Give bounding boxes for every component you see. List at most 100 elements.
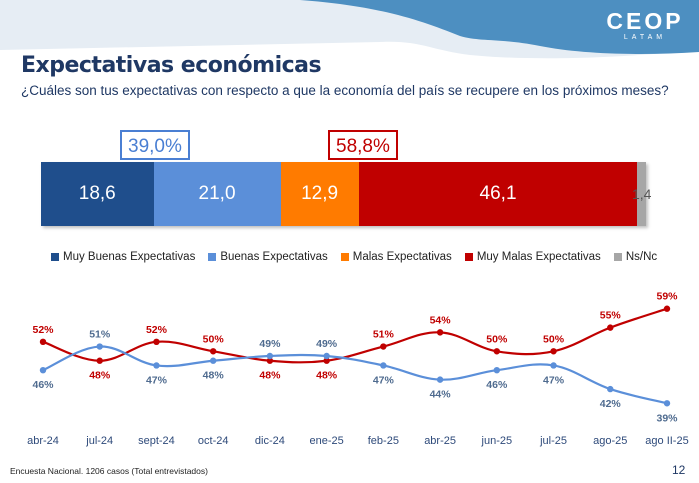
legend-label: Buenas Expectativas xyxy=(220,251,328,263)
x-tick-label: jul-25 xyxy=(539,435,567,447)
x-tick-label: abr-25 xyxy=(424,435,456,447)
footnote: Encuesta Nacional. 1206 casos (Total ent… xyxy=(10,466,208,476)
stacked-bar: 18,6 21,0 12,9 46,1 1,4 xyxy=(41,162,651,226)
series-point xyxy=(39,366,47,374)
series-point xyxy=(607,324,614,331)
data-label: 42% xyxy=(600,398,622,410)
legend-item-muy-buenas: Muy Buenas Expectativas xyxy=(51,251,195,263)
data-label: 51% xyxy=(89,329,111,341)
x-tick-label: dic-24 xyxy=(255,435,285,447)
data-label: 50% xyxy=(203,333,225,345)
legend-item-buenas: Buenas Expectativas xyxy=(208,251,328,263)
legend-swatch xyxy=(464,253,473,261)
bar-value-label: 46,1 xyxy=(479,183,517,204)
total-bad-expectations-box: 58,8% xyxy=(328,130,398,160)
x-tick-label: oct-24 xyxy=(198,435,229,447)
series-point xyxy=(153,338,160,346)
legend-swatch xyxy=(208,253,217,261)
series-line-good xyxy=(42,345,668,405)
total-good-expectations-box: 39,0% xyxy=(120,130,190,160)
series-point xyxy=(96,357,103,364)
series-point xyxy=(323,352,330,360)
data-label: 59% xyxy=(656,291,678,303)
page-subtitle: ¿Cuáles son tus expectativas con respect… xyxy=(21,83,669,98)
series-point xyxy=(380,362,387,369)
series-point xyxy=(663,400,671,407)
series-point xyxy=(266,352,274,360)
data-label: 50% xyxy=(486,333,508,345)
bar-value-label: 21,0 xyxy=(198,183,236,204)
data-label: 48% xyxy=(316,370,338,382)
data-label: 47% xyxy=(146,374,168,386)
logo-sub-text: LATAM xyxy=(623,34,667,41)
data-label: 55% xyxy=(600,310,622,322)
series-point xyxy=(380,343,387,350)
series-point xyxy=(39,338,47,346)
data-label: 49% xyxy=(259,338,281,350)
data-label: 50% xyxy=(543,333,565,345)
page-title: Expectativas económicas xyxy=(21,53,322,78)
x-tick-label: jun-25 xyxy=(481,435,513,447)
legend-swatch xyxy=(340,253,349,261)
legend-swatch xyxy=(51,253,59,261)
bar-value-label: 1,4 xyxy=(631,186,652,202)
legend-item-muy-malas: Muy Malas Expectativas xyxy=(464,251,601,263)
series-point xyxy=(323,357,330,364)
bar-segment-malas: 12,9 xyxy=(280,162,359,226)
series-point xyxy=(493,348,501,355)
header-banner xyxy=(0,0,699,59)
legend-label: Muy Malas Expectativas xyxy=(476,251,601,263)
x-tick-label: abr-24 xyxy=(27,435,59,447)
bar-segment-buenas: 21,0 xyxy=(153,162,281,226)
data-label: 46% xyxy=(32,379,54,391)
bar-value-label: 12,9 xyxy=(301,183,339,204)
data-label: 39% xyxy=(656,412,678,424)
data-label: 52% xyxy=(146,324,168,336)
legend: Muy Buenas Expectativas Buenas Expectativ… xyxy=(51,251,670,263)
line-chart: 52% 48% 52% 50% 48% 48% 51% 54% 50% 50% 55% 59% 46% 5… xyxy=(27,291,689,447)
series-point xyxy=(153,362,160,369)
series-point xyxy=(607,385,614,393)
data-label: 54% xyxy=(430,314,452,326)
legend-item-malas: Malas Expectativas xyxy=(340,251,452,263)
series-line-bad xyxy=(42,307,668,364)
series-point xyxy=(550,362,557,369)
series-point xyxy=(493,366,501,374)
data-label: 52% xyxy=(32,324,54,336)
bar-segment-muy-buenas: 18,6 xyxy=(41,162,154,226)
series-point xyxy=(96,343,103,350)
page-number: 12 xyxy=(672,463,686,477)
legend-label: Malas Expectativas xyxy=(352,251,452,263)
data-label: 47% xyxy=(543,374,565,386)
bar-value-label: 18,6 xyxy=(78,183,116,204)
series-point xyxy=(209,357,217,364)
data-label: 47% xyxy=(373,374,395,386)
data-label: 44% xyxy=(430,389,452,401)
series-point xyxy=(436,329,444,336)
x-tick-label: sept-24 xyxy=(138,435,175,447)
series-point xyxy=(436,376,444,383)
series-point xyxy=(663,305,671,312)
data-label: 48% xyxy=(89,370,111,382)
legend-swatch xyxy=(613,253,622,261)
data-label: 48% xyxy=(203,370,225,382)
x-tick-label: ago II-25 xyxy=(645,435,688,447)
bar-segment-nsnc: 1,4 xyxy=(632,162,651,226)
ceop-logo: CEOP LATAM xyxy=(600,9,690,42)
x-tick-label: feb-25 xyxy=(368,435,399,447)
x-tick-label: ago-25 xyxy=(593,435,627,447)
legend-item-nsnc: Ns/Nc xyxy=(613,251,658,263)
data-label: 46% xyxy=(486,379,508,391)
series-point xyxy=(266,357,274,364)
data-label: 49% xyxy=(316,338,338,350)
data-label: 48% xyxy=(259,370,281,382)
data-label: 51% xyxy=(373,329,395,341)
series-point xyxy=(550,348,557,355)
bar-segment-muy-malas: 46,1 xyxy=(358,162,638,226)
x-tick-label: jul-24 xyxy=(85,435,113,447)
x-tick-label: ene-25 xyxy=(310,435,344,447)
logo-main-text: CEOP xyxy=(606,8,684,34)
legend-label: Ns/Nc xyxy=(625,251,658,263)
legend-label: Muy Buenas Expectativas xyxy=(63,251,196,263)
series-point xyxy=(209,348,217,355)
